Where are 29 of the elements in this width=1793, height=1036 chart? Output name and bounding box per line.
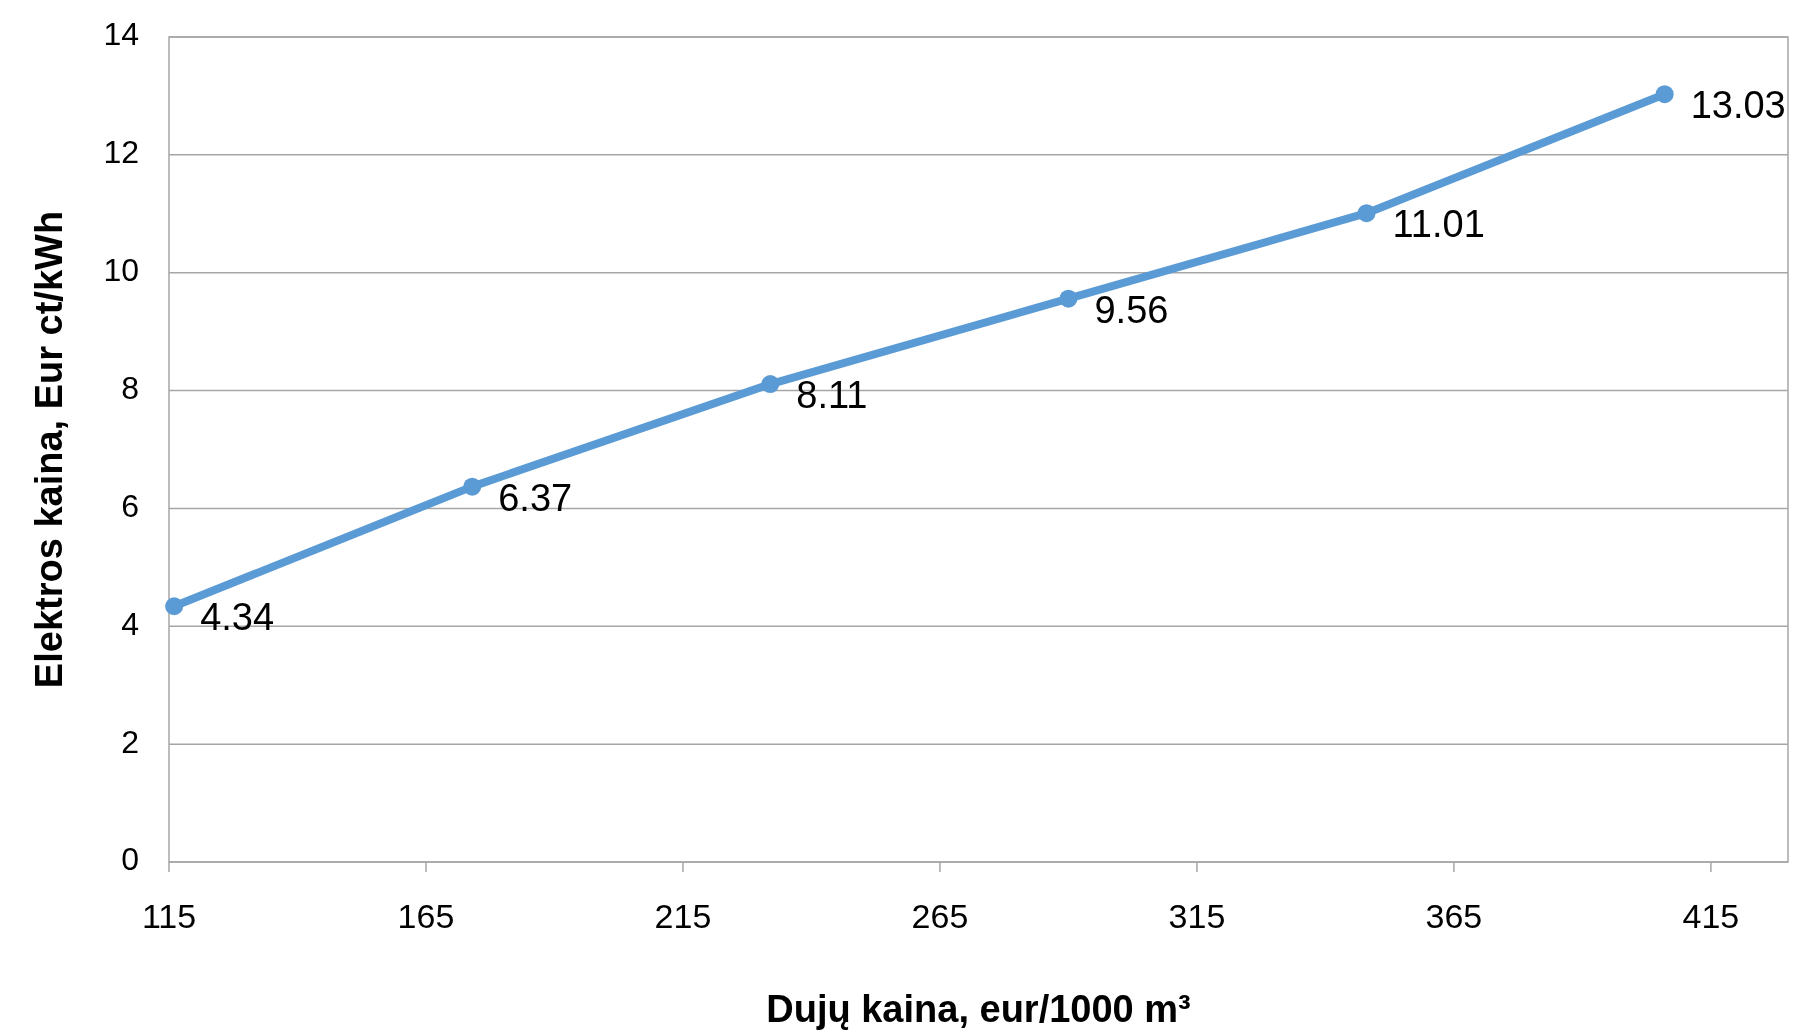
x-tick-label: 165 <box>397 897 455 935</box>
point <box>1655 85 1674 104</box>
point <box>165 597 184 616</box>
y-tick-label: 8 <box>121 370 139 407</box>
point <box>463 477 482 496</box>
x-tick-label: 415 <box>1682 897 1740 935</box>
y-tick-label: 2 <box>121 723 139 760</box>
point <box>1059 289 1078 308</box>
y-axis-title: Elektros kaina, Eur ct/kWh <box>28 210 71 689</box>
y-tick-label: 12 <box>103 134 139 171</box>
x-tick-label: 215 <box>654 897 712 935</box>
y-tick-label: 14 <box>103 16 139 53</box>
data-label: 11.01 <box>1392 203 1485 246</box>
x-tick-label: 265 <box>911 897 969 935</box>
data-label: 4.34 <box>200 596 275 639</box>
data-label: 8.11 <box>796 374 868 417</box>
data-label: 9.56 <box>1094 288 1169 331</box>
x-axis-title: Dujų kaina, eur/1000 m³ <box>766 988 1191 1030</box>
x-tick-label: 365 <box>1425 897 1483 935</box>
point <box>1357 204 1376 223</box>
x-tick-label: 315 <box>1168 897 1226 935</box>
y-tick-label: 6 <box>121 487 139 524</box>
data-label: 13.03 <box>1690 84 1786 127</box>
data-label: 6.37 <box>498 476 573 519</box>
y-tick-label: 4 <box>121 605 139 642</box>
y-tick-label: 10 <box>103 252 139 289</box>
point <box>761 375 780 394</box>
x-tick-label: 115 <box>141 897 197 935</box>
y-tick-label: 0 <box>121 841 139 878</box>
